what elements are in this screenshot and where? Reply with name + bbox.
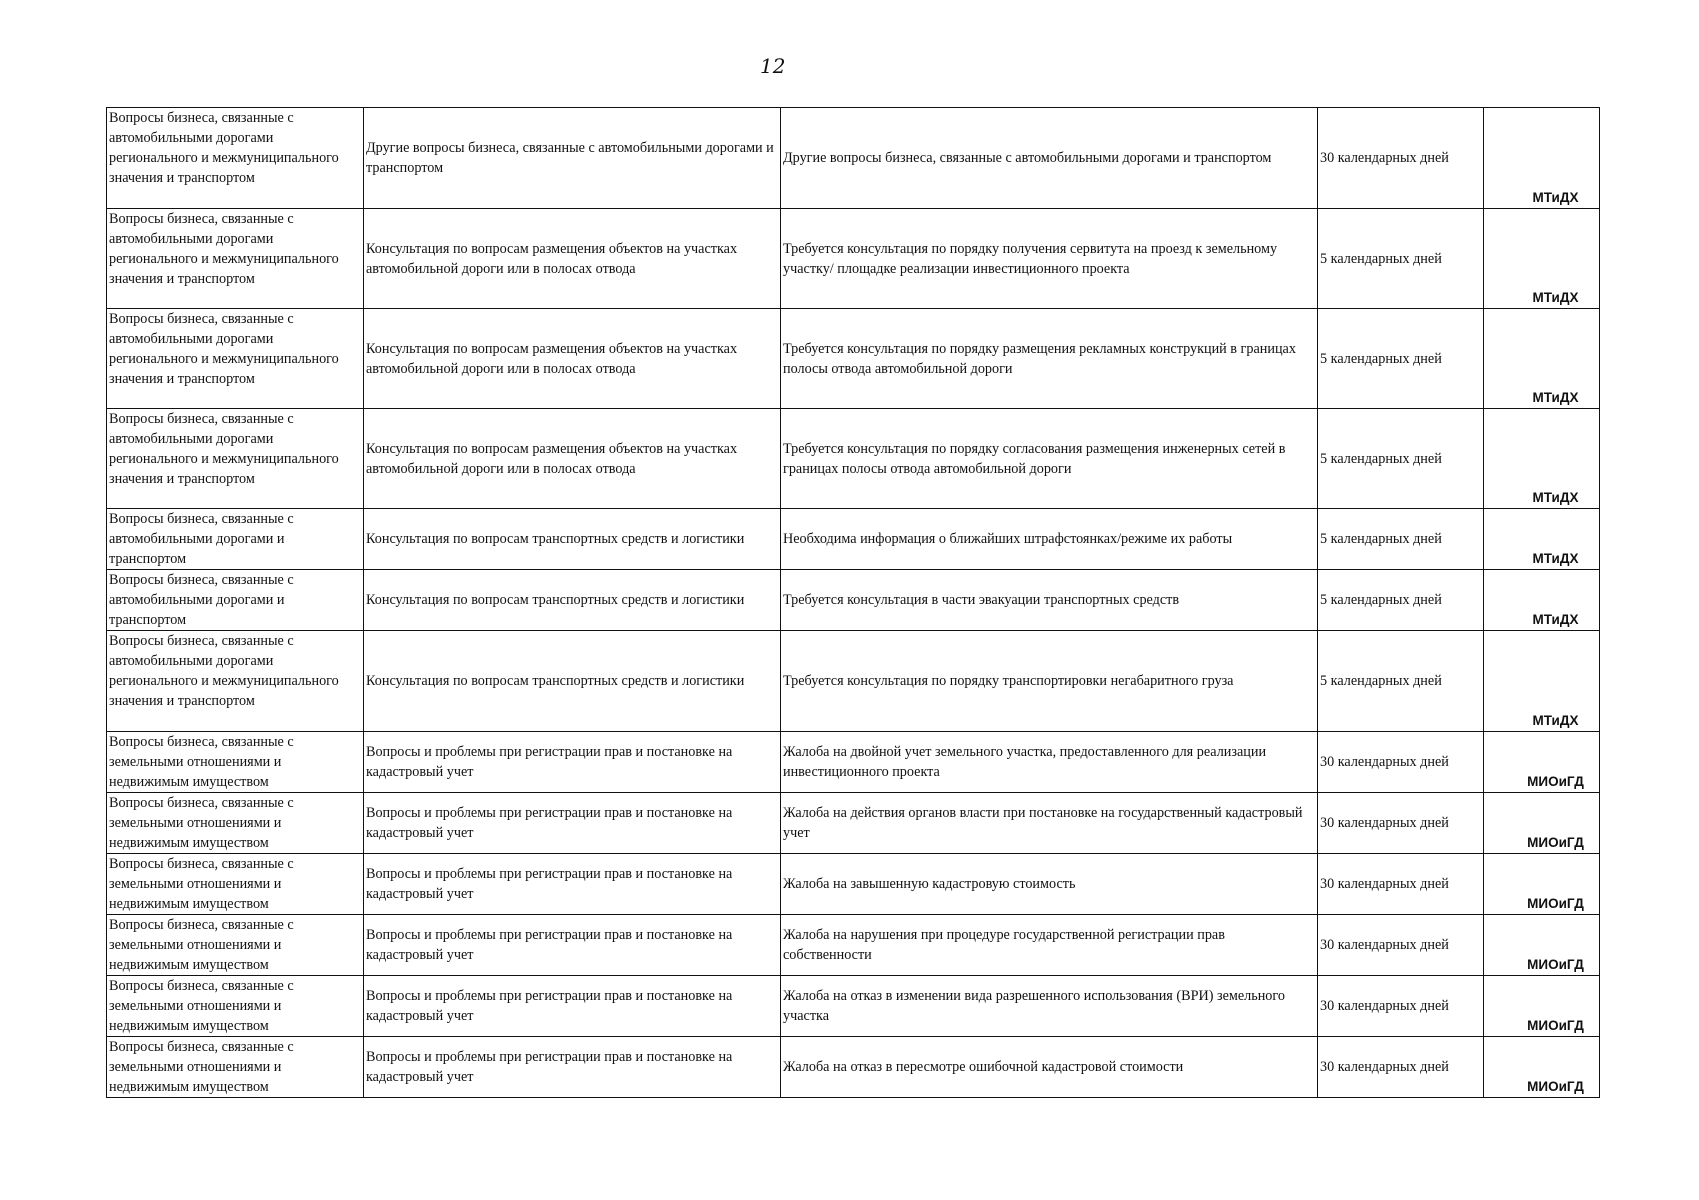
- topic-cell: Вопросы и проблемы при регистрации прав …: [363, 975, 781, 1037]
- topic-cell: Консультация по вопросам транспортных ср…: [363, 508, 781, 570]
- table-row: Вопросы бизнеса, связанные с автомобильн…: [106, 569, 1600, 631]
- table-row: Вопросы бизнеса, связанные с автомобильн…: [106, 630, 1600, 732]
- table-row: Вопросы бизнеса, связанные с земельными …: [106, 731, 1600, 793]
- topic-cell: Консультация по вопросам транспортных ср…: [363, 630, 781, 732]
- term-cell: 30 календарных дней: [1317, 731, 1484, 793]
- term-cell: 30 календарных дней: [1317, 1036, 1484, 1098]
- topic-cell: Консультация по вопросам размещения объе…: [363, 208, 781, 309]
- category-cell: Вопросы бизнеса, связанные с автомобильн…: [106, 408, 364, 509]
- agency-cell: МИОиГД: [1483, 792, 1600, 854]
- agency-cell: МТиДХ: [1483, 107, 1600, 209]
- category-cell: Вопросы бизнеса, связанные с земельными …: [106, 975, 364, 1037]
- topic-cell: Вопросы и проблемы при регистрации прав …: [363, 853, 781, 915]
- page-number: 12: [760, 54, 786, 78]
- table-row: Вопросы бизнеса, связанные с автомобильн…: [106, 308, 1600, 409]
- topic-cell: Вопросы и проблемы при регистрации прав …: [363, 1036, 781, 1098]
- table-row: Вопросы бизнеса, связанные с автомобильн…: [106, 107, 1600, 209]
- category-cell: Вопросы бизнеса, связанные с земельными …: [106, 731, 364, 793]
- topic-cell: Вопросы и проблемы при регистрации прав …: [363, 914, 781, 976]
- table-row: Вопросы бизнеса, связанные с автомобильн…: [106, 208, 1600, 309]
- agency-cell: МИОиГД: [1483, 914, 1600, 976]
- table-row: Вопросы бизнеса, связанные с земельными …: [106, 914, 1600, 976]
- description-cell: Требуется консультация по порядку получе…: [780, 208, 1318, 309]
- issues-table: Вопросы бизнеса, связанные с автомобильн…: [106, 107, 1600, 1098]
- agency-cell: МИОиГД: [1483, 853, 1600, 915]
- table-row: Вопросы бизнеса, связанные с земельными …: [106, 1036, 1600, 1098]
- description-cell: Жалоба на нарушения при процедуре госуда…: [780, 914, 1318, 976]
- topic-cell: Другие вопросы бизнеса, связанные с авто…: [363, 107, 781, 209]
- term-cell: 30 календарных дней: [1317, 107, 1484, 209]
- description-cell: Требуется консультация по порядку размещ…: [780, 308, 1318, 409]
- topic-cell: Вопросы и проблемы при регистрации прав …: [363, 792, 781, 854]
- topic-cell: Консультация по вопросам размещения объе…: [363, 408, 781, 509]
- category-cell: Вопросы бизнеса, связанные с автомобильн…: [106, 208, 364, 309]
- category-cell: Вопросы бизнеса, связанные с земельными …: [106, 792, 364, 854]
- category-cell: Вопросы бизнеса, связанные с земельными …: [106, 914, 364, 976]
- category-cell: Вопросы бизнеса, связанные с земельными …: [106, 853, 364, 915]
- topic-cell: Консультация по вопросам транспортных ср…: [363, 569, 781, 631]
- table-row: Вопросы бизнеса, связанные с земельными …: [106, 975, 1600, 1037]
- category-cell: Вопросы бизнеса, связанные с автомобильн…: [106, 569, 364, 631]
- category-cell: Вопросы бизнеса, связанные с земельными …: [106, 1036, 364, 1098]
- table-row: Вопросы бизнеса, связанные с земельными …: [106, 792, 1600, 854]
- term-cell: 5 календарных дней: [1317, 569, 1484, 631]
- topic-cell: Консультация по вопросам размещения объе…: [363, 308, 781, 409]
- term-cell: 5 календарных дней: [1317, 308, 1484, 409]
- term-cell: 30 календарных дней: [1317, 914, 1484, 976]
- description-cell: Необходима информация о ближайших штрафс…: [780, 508, 1318, 570]
- agency-cell: МИОиГД: [1483, 975, 1600, 1037]
- table-row: Вопросы бизнеса, связанные с земельными …: [106, 853, 1600, 915]
- agency-cell: МИОиГД: [1483, 1036, 1600, 1098]
- term-cell: 30 календарных дней: [1317, 853, 1484, 915]
- term-cell: 5 календарных дней: [1317, 408, 1484, 509]
- description-cell: Жалоба на отказ в изменении вида разреше…: [780, 975, 1318, 1037]
- term-cell: 5 календарных дней: [1317, 508, 1484, 570]
- category-cell: Вопросы бизнеса, связанные с автомобильн…: [106, 508, 364, 570]
- term-cell: 30 календарных дней: [1317, 792, 1484, 854]
- description-cell: Жалоба на двойной учет земельного участк…: [780, 731, 1318, 793]
- agency-cell: МТиДХ: [1483, 208, 1600, 309]
- agency-cell: МТиДХ: [1483, 569, 1600, 631]
- description-cell: Жалоба на отказ в пересмотре ошибочной к…: [780, 1036, 1318, 1098]
- description-cell: Другие вопросы бизнеса, связанные с авто…: [780, 107, 1318, 209]
- agency-cell: МИОиГД: [1483, 731, 1600, 793]
- description-cell: Требуется консультация в части эвакуации…: [780, 569, 1318, 631]
- description-cell: Требуется консультация по порядку трансп…: [780, 630, 1318, 732]
- term-cell: 5 календарных дней: [1317, 208, 1484, 309]
- agency-cell: МТиДХ: [1483, 508, 1600, 570]
- term-cell: 5 календарных дней: [1317, 630, 1484, 732]
- agency-cell: МТиДХ: [1483, 408, 1600, 509]
- term-cell: 30 календарных дней: [1317, 975, 1484, 1037]
- table-row: Вопросы бизнеса, связанные с автомобильн…: [106, 508, 1600, 570]
- category-cell: Вопросы бизнеса, связанные с автомобильн…: [106, 308, 364, 409]
- agency-cell: МТиДХ: [1483, 630, 1600, 732]
- category-cell: Вопросы бизнеса, связанные с автомобильн…: [106, 630, 364, 732]
- topic-cell: Вопросы и проблемы при регистрации прав …: [363, 731, 781, 793]
- description-cell: Жалоба на действия органов власти при по…: [780, 792, 1318, 854]
- category-cell: Вопросы бизнеса, связанные с автомобильн…: [106, 107, 364, 209]
- description-cell: Жалоба на завышенную кадастровую стоимос…: [780, 853, 1318, 915]
- description-cell: Требуется консультация по порядку соглас…: [780, 408, 1318, 509]
- table-row: Вопросы бизнеса, связанные с автомобильн…: [106, 408, 1600, 509]
- agency-cell: МТиДХ: [1483, 308, 1600, 409]
